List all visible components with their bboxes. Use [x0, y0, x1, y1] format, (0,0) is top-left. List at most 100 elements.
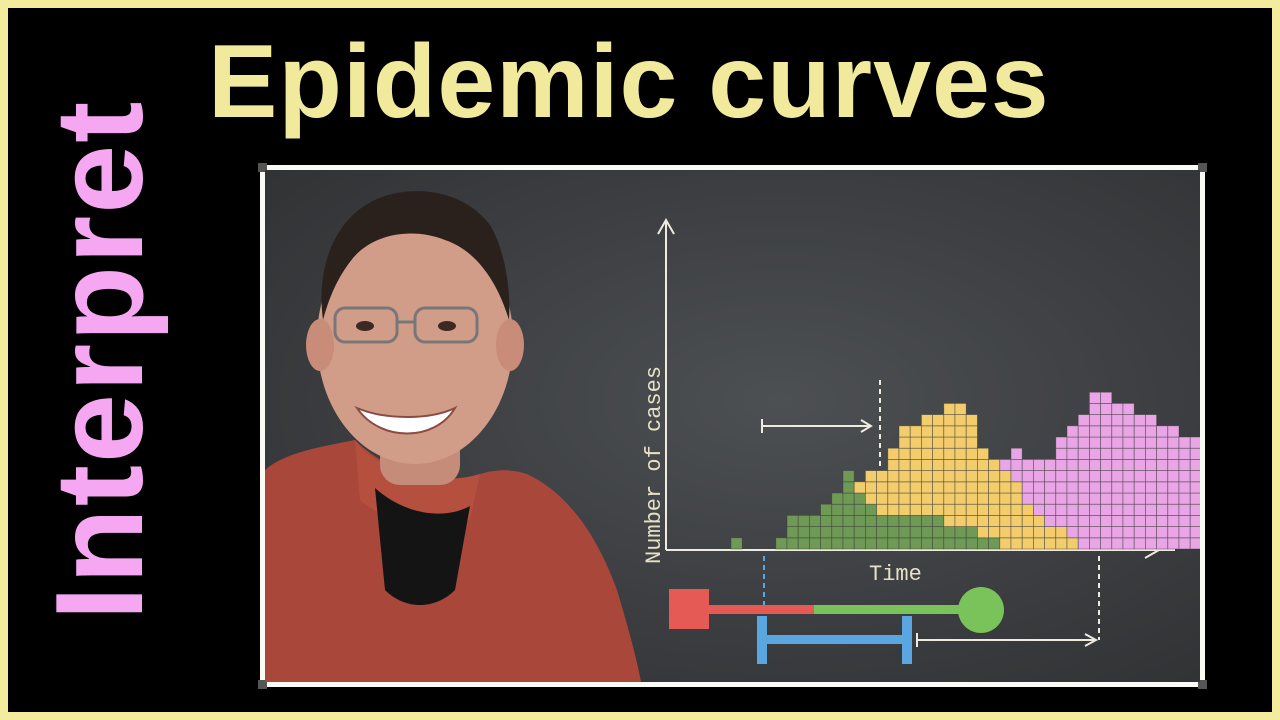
- case-square-pink: [1055, 514, 1068, 527]
- case-square-pink: [1178, 436, 1191, 449]
- case-square-yellow: [977, 492, 990, 505]
- presenter-glasses-left: [333, 306, 399, 344]
- case-square-yellow: [932, 414, 945, 427]
- case-square-yellow: [999, 470, 1012, 483]
- case-square-pink: [1055, 458, 1068, 471]
- case-square-green: [909, 537, 922, 550]
- case-square-pink: [1145, 537, 1158, 550]
- case-square-pink: [1178, 470, 1191, 483]
- case-square-pink: [1066, 492, 1079, 505]
- case-square-yellow: [999, 503, 1012, 516]
- case-square-yellow: [909, 458, 922, 471]
- case-square-pink: [1178, 537, 1191, 550]
- case-square-pink: [1089, 425, 1102, 438]
- case-square-green: [831, 492, 844, 505]
- case-square-yellow: [932, 436, 945, 449]
- presenter-hair: [321, 191, 510, 320]
- case-square-green: [898, 526, 911, 539]
- presenter-glasses-right: [413, 306, 479, 344]
- case-square-green: [853, 503, 866, 516]
- case-square-yellow: [921, 481, 934, 494]
- timeline-start-square: [669, 589, 709, 629]
- case-square-yellow: [954, 470, 967, 483]
- case-square-yellow: [887, 481, 900, 494]
- case-square-pink: [1133, 537, 1146, 550]
- case-square-pink: [1133, 425, 1146, 438]
- case-square-yellow: [943, 414, 956, 427]
- case-square-pink: [1066, 436, 1079, 449]
- case-square-pink: [1077, 526, 1090, 539]
- case-square-yellow: [943, 514, 956, 527]
- case-square-pink: [1167, 447, 1180, 460]
- case-square-pink: [1010, 447, 1023, 460]
- case-square-yellow: [909, 436, 922, 449]
- case-square-yellow: [1021, 526, 1034, 539]
- case-square-pink: [1111, 481, 1124, 494]
- case-square-yellow: [876, 492, 889, 505]
- presenter-face: [317, 216, 513, 464]
- case-square-yellow: [898, 425, 911, 438]
- case-square-green: [943, 537, 956, 550]
- case-square-pink: [1133, 526, 1146, 539]
- case-square-pink: [1111, 470, 1124, 483]
- case-square-pink: [1122, 458, 1135, 471]
- case-square-yellow: [954, 458, 967, 471]
- case-square-pink: [1111, 526, 1124, 539]
- case-square-pink: [1044, 503, 1057, 516]
- case-square-green: [842, 492, 855, 505]
- case-square-pink: [1189, 481, 1200, 494]
- case-square-yellow: [921, 503, 934, 516]
- case-square-pink: [1021, 470, 1034, 483]
- case-square-pink: [1122, 537, 1135, 550]
- case-square-yellow: [988, 470, 1001, 483]
- case-square-yellow: [876, 481, 889, 494]
- case-square-yellow: [865, 470, 878, 483]
- case-square-pink: [1021, 481, 1034, 494]
- case-square-green: [909, 514, 922, 527]
- case-square-pink: [1066, 503, 1079, 516]
- case-square-pink: [1010, 470, 1023, 483]
- case-square-green: [865, 526, 878, 539]
- case-square-pink: [1077, 537, 1090, 550]
- case-square-yellow: [965, 414, 978, 427]
- case-square-yellow: [943, 436, 956, 449]
- case-square-pink: [1133, 414, 1146, 427]
- case-square-pink: [1133, 481, 1146, 494]
- case-square-pink: [1089, 514, 1102, 527]
- case-square-yellow: [1044, 537, 1057, 550]
- case-square-green: [876, 514, 889, 527]
- case-square-yellow: [909, 470, 922, 483]
- case-square-pink: [1089, 470, 1102, 483]
- case-square-pink: [1033, 458, 1046, 471]
- case-square-yellow: [999, 481, 1012, 494]
- case-square-yellow: [887, 447, 900, 460]
- case-square-pink: [1100, 425, 1113, 438]
- case-square-green: [842, 526, 855, 539]
- case-square-yellow: [1010, 492, 1023, 505]
- case-square-green: [853, 537, 866, 550]
- case-square-green: [831, 526, 844, 539]
- x-axis-label: Time: [869, 562, 922, 587]
- case-square-pink: [1111, 402, 1124, 415]
- case-square-yellow: [909, 447, 922, 460]
- case-square-pink: [1178, 447, 1191, 460]
- chalkboard: Number of cases Time: [265, 170, 1200, 682]
- case-square-yellow: [965, 447, 978, 460]
- case-square-green: [786, 514, 799, 527]
- case-square-pink: [1122, 481, 1135, 494]
- case-square-pink: [1156, 481, 1169, 494]
- case-square-yellow: [909, 481, 922, 494]
- case-square-pink: [1111, 514, 1124, 527]
- case-square-green: [932, 514, 945, 527]
- case-square-pink: [1044, 492, 1057, 505]
- timeline-green-segment: [814, 605, 974, 614]
- case-square-pink: [1156, 447, 1169, 460]
- case-square-yellow: [898, 436, 911, 449]
- case-square-yellow: [921, 492, 934, 505]
- case-square-pink: [1055, 436, 1068, 449]
- case-square-pink: [1145, 514, 1158, 527]
- case-square-yellow: [954, 481, 967, 494]
- case-square-pink: [1100, 492, 1113, 505]
- case-square-pink: [1089, 481, 1102, 494]
- case-square-yellow: [909, 492, 922, 505]
